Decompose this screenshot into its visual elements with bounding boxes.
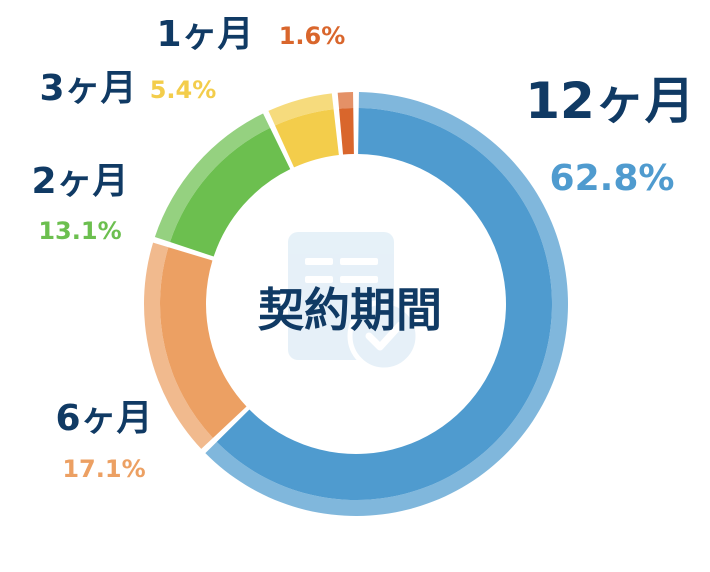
slice-1-month [339, 108, 354, 155]
label-6-months: 6ヶ月 [55, 398, 152, 439]
slice-2-months [170, 127, 291, 257]
pct-12-months: 62.8% [550, 158, 675, 199]
slice-3-months-rim [268, 93, 334, 126]
slice-6-months-rim [144, 242, 213, 449]
slice-1-month-rim [337, 92, 354, 109]
pct-6-months: 17.1% [62, 455, 145, 483]
chart-title: 契約期間 [258, 283, 442, 337]
label-1-month: 1ヶ月 [156, 14, 253, 55]
donut-slices [144, 92, 568, 517]
document-check-icon [288, 232, 421, 373]
slice-3-months [275, 109, 339, 168]
pct-1-month: 1.6% [279, 22, 346, 50]
slice-12-months [216, 108, 553, 501]
label-12-months: 12ヶ月 [525, 72, 695, 130]
label-3-months: 3ヶ月 [39, 68, 136, 109]
slice-12-months-rim [205, 92, 568, 517]
slice-2-months-rim [154, 113, 271, 243]
pct-2-months: 13.1% [38, 217, 121, 245]
label-2-months: 2ヶ月 [31, 161, 128, 202]
slice-6-months [159, 247, 247, 438]
pct-3-months: 5.4% [150, 76, 217, 104]
